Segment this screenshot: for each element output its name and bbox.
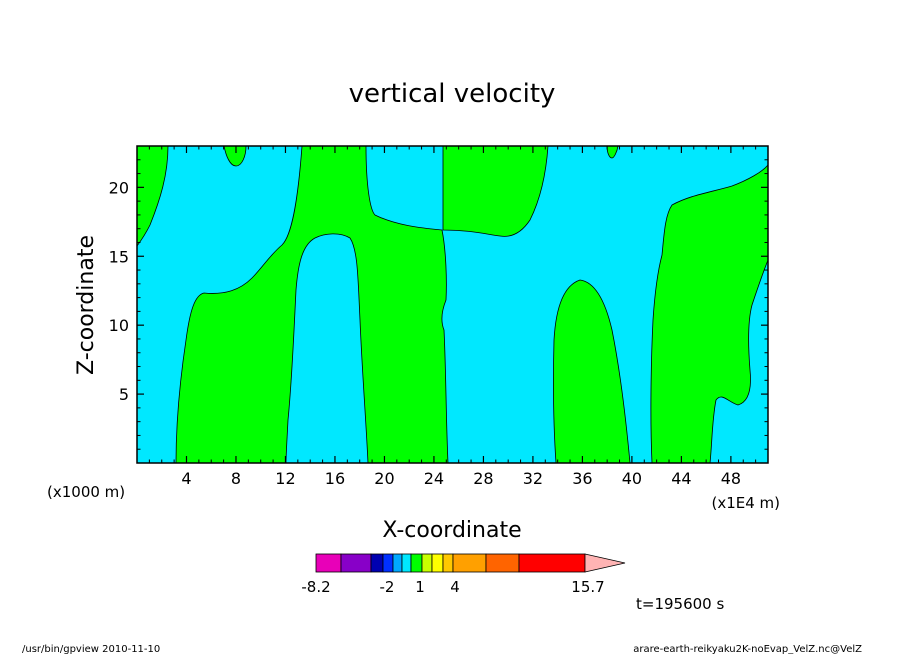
colorbar-segment <box>421 553 433 573</box>
x-tick-label: 12 <box>275 469 295 488</box>
colorbar-tick-label: -8.2 <box>301 578 330 596</box>
colorbar-segment <box>340 553 372 573</box>
colorbar-segment <box>382 553 394 573</box>
colorbar-segment <box>485 553 520 573</box>
footer-left: /usr/bin/gpview 2010-11-10 <box>22 644 160 654</box>
x-tick-label: 28 <box>473 469 493 488</box>
x-axis-title: X-coordinate <box>382 518 521 543</box>
time-label: t=195600 s <box>636 595 724 613</box>
colorbar-tick-label: 4 <box>450 578 460 596</box>
colorbar-segment <box>392 553 403 573</box>
x-unit-right: (x1E4 m) <box>711 494 780 512</box>
x-tick-label: 36 <box>572 469 592 488</box>
colorbar-segment <box>518 553 586 573</box>
colorbar: -8.2 -2 1 4 15.7 <box>301 553 626 596</box>
x-tick-label: 8 <box>231 469 241 488</box>
positive-region-center-top <box>442 146 549 237</box>
colorbar-segment <box>431 553 444 573</box>
colorbar-segment <box>370 553 384 573</box>
x-unit-left: (x1000 m) <box>47 483 125 501</box>
colorbar-segment <box>315 553 342 573</box>
colorbar-segment <box>452 553 487 573</box>
y-tick-label: 5 <box>119 385 129 404</box>
x-tick-label: 40 <box>622 469 642 488</box>
colorbar-tick-label: 15.7 <box>571 578 604 596</box>
positive-region-bump-2 <box>606 146 619 159</box>
positive-region-right-mid <box>553 279 631 463</box>
colorbar-tick-label: 1 <box>415 578 425 596</box>
x-tick-label: 24 <box>424 469 444 488</box>
x-tick-label: 4 <box>181 469 191 488</box>
positive-region-bump-1 <box>223 146 247 167</box>
colorbar-segment <box>442 553 454 573</box>
x-tick-label: 16 <box>325 469 345 488</box>
x-axis: 4 8 12 16 20 24 28 32 36 40 44 48 <box>148 146 757 488</box>
colorbar-extension <box>584 553 626 573</box>
x-tick-label: 44 <box>671 469 691 488</box>
plot-area <box>137 146 768 463</box>
x-tick-label: 20 <box>374 469 394 488</box>
x-tick-label: 32 <box>523 469 543 488</box>
plot-frame <box>136 145 769 464</box>
colorbar-segment <box>410 553 423 573</box>
chart-title: vertical velocity <box>349 79 556 109</box>
positive-region-left <box>175 146 449 463</box>
y-axis-title: Z-coordinate <box>74 235 99 375</box>
y-axis: 5 10 15 20 <box>109 159 768 450</box>
y-tick-label: 10 <box>109 316 129 335</box>
footer-right: arare-earth-reikyaku2K-noEvap_VelZ.nc@Ve… <box>633 644 862 654</box>
y-tick-label: 15 <box>109 247 129 266</box>
x-tick-label: 48 <box>721 469 741 488</box>
colorbar-tick-label: -2 <box>380 578 395 596</box>
y-tick-label: 20 <box>109 178 129 197</box>
colorbar-segment <box>401 553 412 573</box>
